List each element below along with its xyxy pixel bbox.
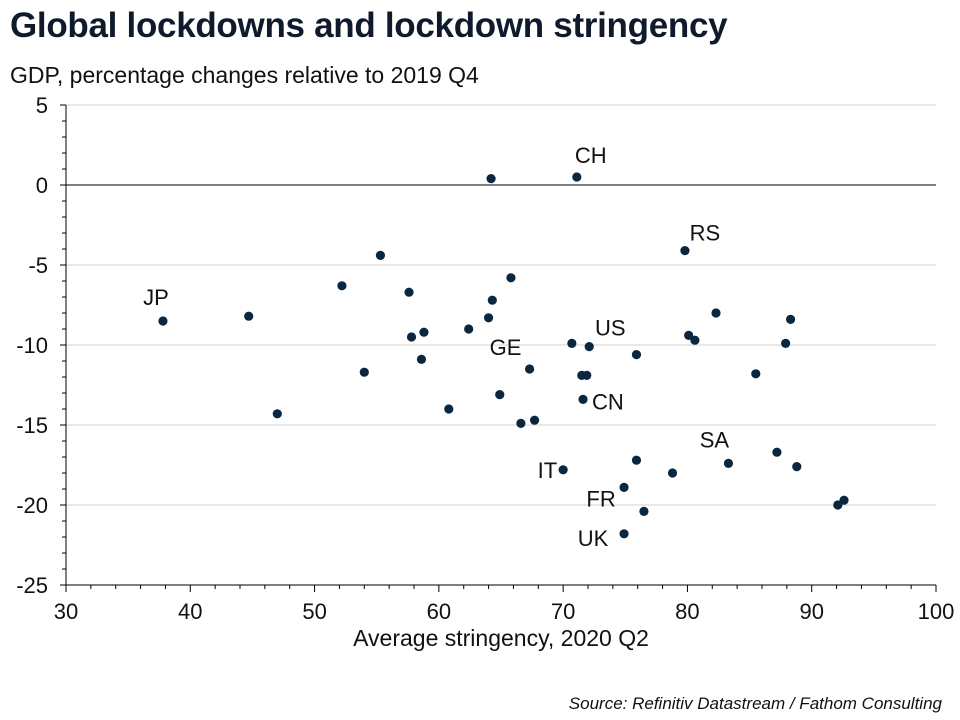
data-point	[619, 529, 629, 539]
data-point	[667, 468, 678, 478]
data-point	[487, 295, 497, 305]
data-point	[567, 338, 577, 348]
data-point	[785, 314, 796, 324]
data-point	[406, 332, 417, 342]
point-label-us: US	[595, 316, 626, 341]
data-point	[684, 330, 694, 340]
point-label-uk: UK	[578, 526, 609, 551]
data-point	[723, 458, 734, 468]
data-point	[404, 287, 414, 297]
x-tick-label: 40	[178, 599, 202, 624]
x-tick-label: 100	[918, 599, 955, 624]
data-point	[486, 174, 496, 184]
x-tick-label: 60	[427, 599, 451, 624]
point-label-ge: GE	[490, 335, 522, 360]
data-point	[483, 313, 494, 323]
point-label-cn: CN	[592, 389, 624, 414]
data-point	[680, 246, 690, 256]
y-tick-label: -25	[16, 573, 48, 598]
data-point	[711, 308, 721, 318]
x-axis-label: Average stringency, 2020 Q2	[353, 625, 649, 651]
point-label-sa: SA	[700, 427, 730, 452]
data-point	[359, 367, 369, 377]
y-tick-label: -5	[28, 253, 48, 278]
data-points	[158, 172, 849, 539]
data-point	[639, 506, 649, 516]
x-tick-label: 50	[302, 599, 326, 624]
point-label-rs: RS	[690, 221, 721, 246]
chart-subtitle: GDP, percentage changes relative to 2019…	[10, 62, 479, 88]
point-annotations: JP GE IT CH CN US FR UK RS SA	[143, 143, 729, 551]
x-tick-label: 70	[551, 599, 575, 624]
y-tick-label: 5	[36, 93, 48, 118]
data-point	[506, 273, 516, 283]
data-point	[419, 327, 429, 337]
axes	[60, 104, 937, 592]
data-point	[578, 394, 588, 404]
data-point	[833, 500, 843, 510]
y-tick-label: 0	[36, 173, 48, 198]
data-point	[839, 495, 849, 505]
data-point	[751, 369, 761, 379]
point-label-ch: CH	[575, 143, 607, 168]
point-label-jp: JP	[143, 285, 169, 310]
data-point	[524, 364, 535, 374]
data-point	[375, 250, 386, 260]
data-point	[619, 482, 629, 492]
data-point	[584, 342, 594, 352]
data-point	[772, 447, 782, 457]
data-point	[690, 335, 700, 345]
y-tick-label: -20	[16, 493, 48, 518]
point-label-it: IT	[538, 458, 558, 483]
tick-labels: -25 -20 -15 -10 -5 0 5 30 40 50 60 70 80 90 100	[16, 93, 954, 624]
chart-title: Global lockdowns and lockdown stringency	[10, 6, 728, 45]
data-point	[558, 465, 568, 475]
x-tick-label: 90	[799, 599, 823, 624]
grid-lines	[66, 104, 936, 506]
point-label-fr: FR	[586, 486, 615, 511]
data-point	[444, 404, 454, 414]
data-point	[582, 370, 592, 380]
y-tick-label: -15	[16, 413, 48, 438]
data-point	[572, 172, 582, 182]
data-point	[464, 324, 474, 334]
data-point	[529, 415, 540, 425]
data-point	[516, 418, 526, 428]
data-point	[631, 350, 642, 360]
y-tick-label: -10	[16, 333, 48, 358]
data-point	[272, 409, 282, 419]
data-point	[416, 354, 427, 364]
data-point	[792, 462, 802, 472]
data-point	[244, 311, 254, 321]
data-point	[781, 338, 791, 348]
data-point	[495, 390, 505, 400]
source-note: Source: Refinitiv Datastream / Fathom Co…	[568, 694, 942, 713]
data-point	[158, 316, 168, 326]
x-tick-label: 80	[675, 599, 699, 624]
x-tick-label: 30	[54, 599, 78, 624]
data-point	[337, 281, 347, 291]
data-point	[631, 455, 642, 465]
